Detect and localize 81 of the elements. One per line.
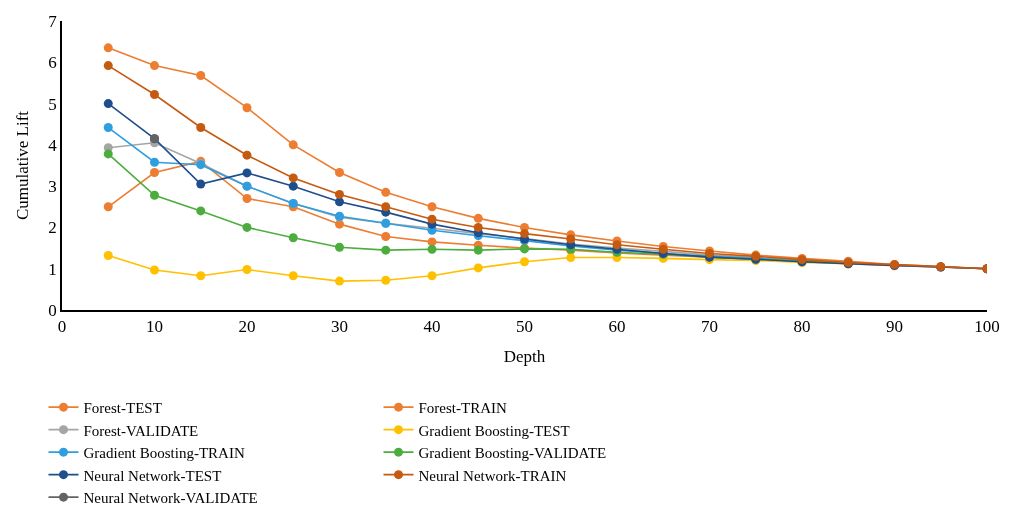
point xyxy=(103,123,113,133)
point xyxy=(427,202,437,212)
point xyxy=(150,168,159,178)
point xyxy=(150,157,159,167)
point xyxy=(103,149,113,159)
legend-label: Neural Network-TRAIN xyxy=(418,467,567,484)
legend-label: Gradient Boosting-VALIDATE xyxy=(418,445,607,462)
y-tick-label: 4 xyxy=(48,135,58,155)
point xyxy=(242,168,252,178)
point xyxy=(381,275,391,285)
point xyxy=(473,222,483,232)
point xyxy=(473,263,483,273)
point xyxy=(288,140,298,150)
point xyxy=(150,89,159,99)
y-tick-label: 5 xyxy=(48,94,57,114)
y-tick-label: 0 xyxy=(48,300,57,320)
x-tick-label: 20 xyxy=(238,317,256,337)
x-tick-label: 60 xyxy=(608,317,626,337)
legend-label: Forest-TEST xyxy=(83,400,162,417)
point xyxy=(288,233,298,243)
point xyxy=(381,232,391,242)
point xyxy=(103,43,113,53)
x-tick-label: 40 xyxy=(423,317,441,337)
x-tick-label: 70 xyxy=(701,317,718,337)
point xyxy=(196,123,206,133)
point xyxy=(103,251,113,260)
point xyxy=(242,150,252,160)
legend-label: Forest-TRAIN xyxy=(418,400,507,417)
point xyxy=(520,257,529,267)
x-tick-label: 30 xyxy=(331,317,348,337)
point xyxy=(196,179,206,189)
point xyxy=(242,265,252,275)
y-tick-label: 2 xyxy=(48,218,57,238)
point xyxy=(103,61,113,71)
point xyxy=(566,234,576,244)
point xyxy=(150,61,159,71)
y-tick-label: 6 xyxy=(48,53,57,73)
point xyxy=(288,181,298,191)
point xyxy=(335,276,344,286)
point xyxy=(242,222,252,232)
point xyxy=(288,173,298,183)
point xyxy=(381,202,391,212)
point xyxy=(288,271,298,281)
point xyxy=(242,194,252,204)
x-tick-label: 90 xyxy=(886,317,903,337)
point xyxy=(196,206,206,216)
point xyxy=(335,242,344,252)
y-tick-label: 1 xyxy=(48,259,57,279)
point xyxy=(196,271,206,281)
point xyxy=(196,71,206,80)
point xyxy=(520,229,529,239)
point xyxy=(473,245,483,255)
point xyxy=(473,213,483,223)
x-tick-label: 10 xyxy=(146,317,163,337)
x-tick-label: 100 xyxy=(974,317,1000,337)
legend-label: Neural Network-VALIDATE xyxy=(83,490,258,507)
point xyxy=(150,265,159,275)
point xyxy=(381,187,391,197)
point xyxy=(150,190,159,200)
legend-label: Neural Network-TEST xyxy=(83,467,222,484)
y-axis-title: Cumulative Lift xyxy=(13,110,33,221)
point xyxy=(335,197,344,207)
x-axis-title: Depth xyxy=(503,347,546,367)
legend-label: Gradient Boosting-TRAIN xyxy=(83,445,245,462)
point xyxy=(335,168,344,178)
legend-label: Forest-VALIDATE xyxy=(83,422,199,439)
y-tick-label: 7 xyxy=(48,11,58,31)
x-tick-label: 50 xyxy=(516,317,533,337)
point xyxy=(427,271,437,281)
point xyxy=(103,202,113,212)
legend-label: Gradient Boosting-TEST xyxy=(418,422,570,439)
y-tick-label: 3 xyxy=(48,177,57,197)
point xyxy=(381,245,391,255)
point xyxy=(335,189,344,199)
point xyxy=(242,103,252,113)
x-tick-label: 80 xyxy=(793,317,811,337)
point xyxy=(427,214,437,224)
point xyxy=(566,253,576,263)
point xyxy=(427,237,437,247)
point xyxy=(427,244,437,254)
point xyxy=(103,99,113,109)
